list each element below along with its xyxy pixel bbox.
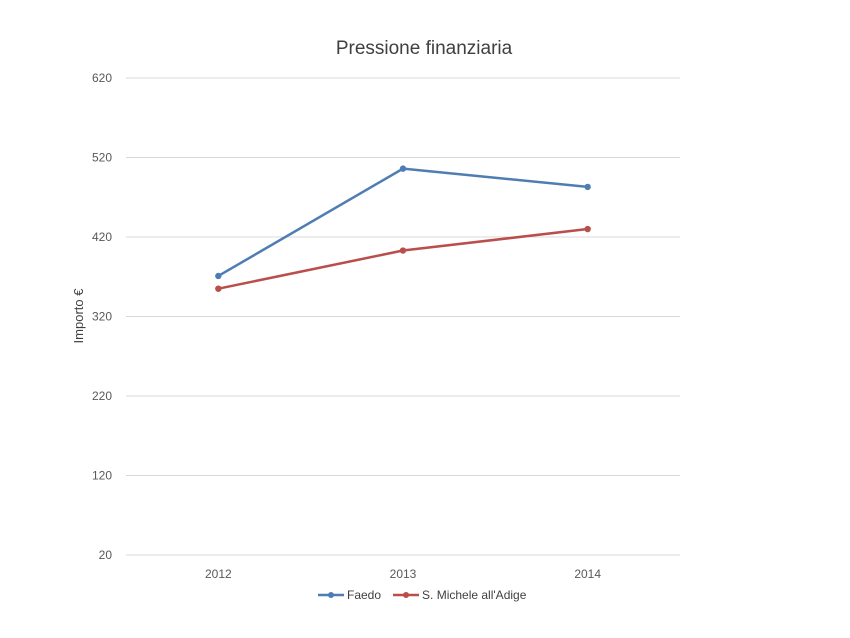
x-tick-label: 2014 (574, 567, 601, 581)
legend-marker (328, 592, 334, 598)
series-line (218, 227, 588, 290)
x-axis-ticks: 2012 2013 2014 (205, 567, 601, 581)
data-point (584, 225, 591, 233)
y-tick-label: 120 (92, 469, 112, 483)
y-tick-label: 220 (92, 389, 112, 403)
chart-title: Pressione finanziaria (336, 38, 513, 59)
legend: Faedo S. Michele all'Adige (318, 588, 527, 602)
data-point (215, 285, 222, 292)
y-tick-label: 620 (92, 71, 112, 85)
data-point (399, 165, 407, 172)
legend-marker (403, 592, 410, 598)
x-tick-label: 2013 (390, 567, 417, 581)
legend-label: Faedo (347, 588, 381, 602)
data-point (584, 183, 591, 191)
data-point (399, 247, 407, 254)
gridlines (126, 77, 680, 556)
data-point (215, 272, 222, 280)
legend-item: Faedo (318, 588, 381, 602)
legend-item: S. Michele all'Adige (393, 588, 527, 602)
y-axis-ticks: 620 520 420 320 220 120 20 (92, 71, 112, 562)
series-lines (215, 165, 591, 292)
y-axis-label: Importo € (71, 288, 86, 344)
y-tick-label: 320 (92, 310, 112, 324)
series-line (217, 167, 588, 278)
y-tick-label: 520 (92, 151, 112, 165)
series-0 (215, 165, 591, 280)
y-tick-label: 420 (92, 230, 112, 244)
legend-label: S. Michele all'Adige (422, 588, 527, 602)
x-tick-label: 2012 (205, 567, 232, 581)
y-tick-label: 20 (99, 548, 113, 562)
series-1 (215, 225, 591, 292)
